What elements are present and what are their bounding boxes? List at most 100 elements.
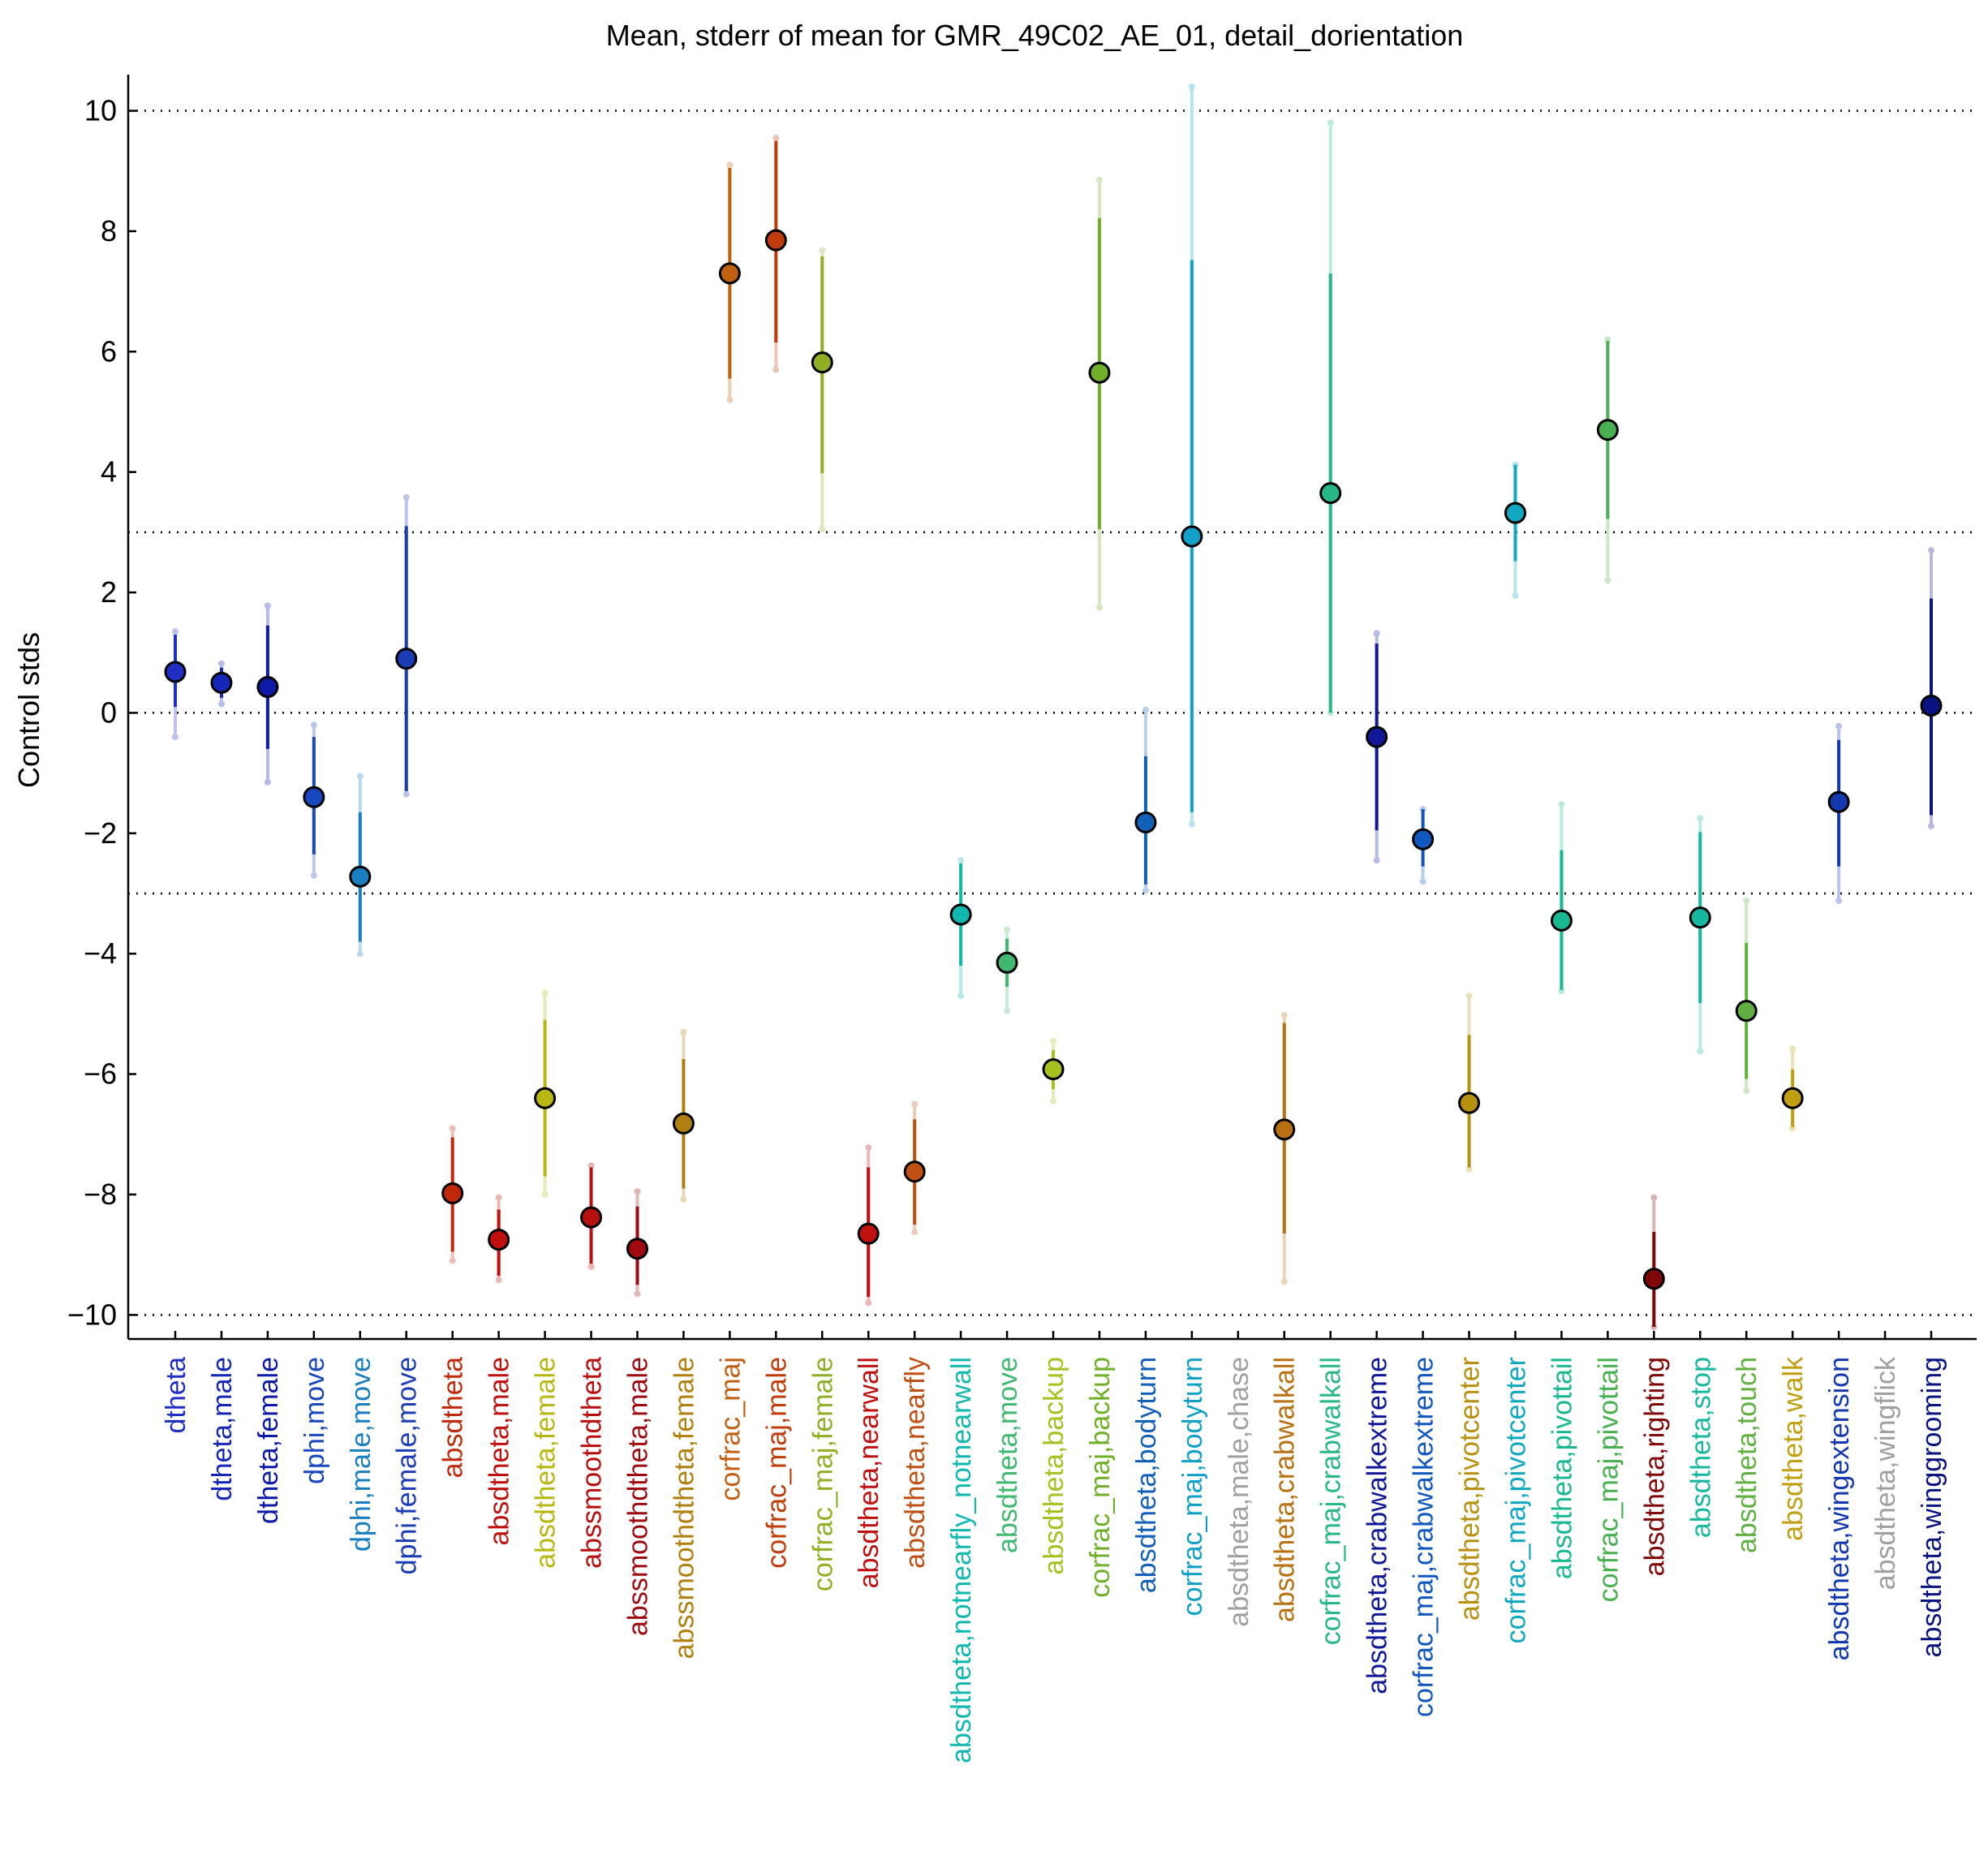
range-cap — [957, 857, 965, 864]
range-cap — [310, 721, 317, 729]
range-cap — [819, 526, 826, 533]
range-cap — [1558, 801, 1565, 808]
range-cap — [1004, 1007, 1011, 1014]
x-tick-label: corfrac_maj,bodyturn — [1177, 1357, 1208, 1616]
mean-marker — [441, 1182, 464, 1204]
data-point-group — [1366, 630, 1388, 864]
data-point-group — [1550, 801, 1573, 995]
range-cap — [495, 1194, 502, 1201]
data-point-group — [395, 493, 418, 798]
range-cap — [1280, 1278, 1288, 1285]
mean-marker — [996, 951, 1018, 974]
mean-marker — [1642, 1268, 1665, 1290]
x-tick-label: absdtheta — [438, 1357, 469, 1478]
data-point-group — [718, 161, 741, 403]
range-cap — [217, 700, 225, 708]
data-point-group — [1458, 992, 1481, 1173]
mean-marker — [1689, 906, 1711, 929]
mean-marker — [811, 351, 833, 374]
mean-marker — [1134, 811, 1157, 833]
x-tick-label: absdtheta,male — [484, 1357, 515, 1546]
range-cap — [264, 778, 271, 786]
range-cap — [1004, 926, 1011, 933]
data-point-group — [1920, 547, 1943, 829]
range-cap — [1928, 547, 1934, 554]
data-point-group — [488, 1194, 510, 1284]
x-tick-label: absdtheta,nearwall — [854, 1357, 884, 1588]
range-cap — [172, 628, 179, 635]
mean-marker — [256, 676, 279, 699]
y-tick-label: 6 — [101, 334, 117, 368]
range-cap — [772, 134, 780, 141]
mean-marker — [1366, 725, 1388, 748]
data-point-group — [1181, 83, 1203, 828]
data-point-group — [1319, 119, 1342, 717]
mean-marker — [1181, 525, 1203, 548]
range-cap — [772, 366, 780, 373]
x-tick-label: absdtheta,walk — [1778, 1356, 1809, 1541]
data-point-group — [349, 773, 372, 958]
range-cap — [1050, 1037, 1056, 1044]
data-point-group — [626, 1188, 648, 1298]
data-point-group — [164, 628, 187, 741]
range-cap — [264, 602, 271, 609]
data-point-group — [210, 660, 233, 708]
y-tick-label: 2 — [101, 575, 117, 609]
mean-marker — [857, 1222, 880, 1245]
range-cap — [1280, 1011, 1288, 1018]
mean-marker — [718, 262, 741, 285]
range-cap — [1373, 857, 1380, 864]
mean-marker — [164, 661, 187, 683]
data-point-group — [672, 1028, 695, 1203]
x-tick-label: absdtheta,pivottail — [1547, 1357, 1577, 1579]
range-cap — [865, 1299, 872, 1307]
range-cap — [957, 992, 965, 1000]
y-tick-label: −2 — [84, 816, 117, 850]
mean-marker — [1781, 1087, 1804, 1109]
y-ticks: −10 −8 −6 −4 −2 0 2 4 6 8 10 — [67, 94, 136, 1331]
y-tick-label: 4 — [101, 455, 117, 489]
mean-marker — [1596, 419, 1619, 441]
range-cap — [402, 493, 410, 501]
mean-marker — [303, 786, 325, 808]
data-point-group — [811, 247, 833, 533]
x-tick-label: dphi,move — [299, 1357, 330, 1484]
range-cap — [495, 1277, 502, 1284]
range-cap — [1327, 119, 1334, 127]
range-cap — [587, 1263, 595, 1270]
data-point-group — [1781, 1045, 1804, 1132]
range-cap — [587, 1162, 595, 1169]
range-cap — [1835, 722, 1843, 730]
y-tick-label: 8 — [101, 214, 117, 248]
x-tick-label: absdtheta,wingextension — [1824, 1357, 1855, 1660]
x-tick-label: absdtheta,female — [531, 1357, 562, 1569]
x-tick-label: abssmoothdtheta,female — [669, 1357, 699, 1659]
data-point-group — [1273, 1011, 1296, 1285]
mean-marker — [1920, 695, 1943, 717]
x-tick-label: absdtheta,nearfly — [900, 1357, 931, 1569]
mean-marker — [210, 671, 233, 694]
chart-title: Mean, stderr of mean for GMR_49C02_AE_01… — [606, 19, 1464, 52]
data-point-group — [1134, 706, 1157, 894]
range-cap — [1465, 1165, 1473, 1173]
data-point-group — [256, 602, 279, 786]
x-tick-label: dtheta,male — [207, 1357, 238, 1501]
range-cap — [865, 1144, 872, 1152]
range-cap — [1835, 897, 1843, 904]
x-tick-label: abssmoothdtheta,male — [622, 1357, 653, 1636]
x-tick-label: absdtheta,wingflick — [1870, 1356, 1901, 1590]
y-tick-label: −10 — [67, 1298, 117, 1331]
range-cap — [1142, 887, 1149, 894]
x-tick-label: dtheta — [161, 1357, 191, 1434]
x-tick-label: absdtheta,backup — [1039, 1357, 1069, 1574]
x-tick-label: absdtheta,notnearfly_notnearwall — [946, 1357, 977, 1763]
mean-marker — [488, 1229, 510, 1251]
x-tick-label: absdtheta,touch — [1732, 1357, 1762, 1553]
data-point-group — [903, 1100, 926, 1235]
data-point-group — [534, 989, 557, 1198]
range-cap — [1697, 815, 1704, 822]
data-point-group — [764, 134, 787, 373]
range-cap — [1650, 1194, 1658, 1201]
data-point-group — [1735, 897, 1758, 1095]
